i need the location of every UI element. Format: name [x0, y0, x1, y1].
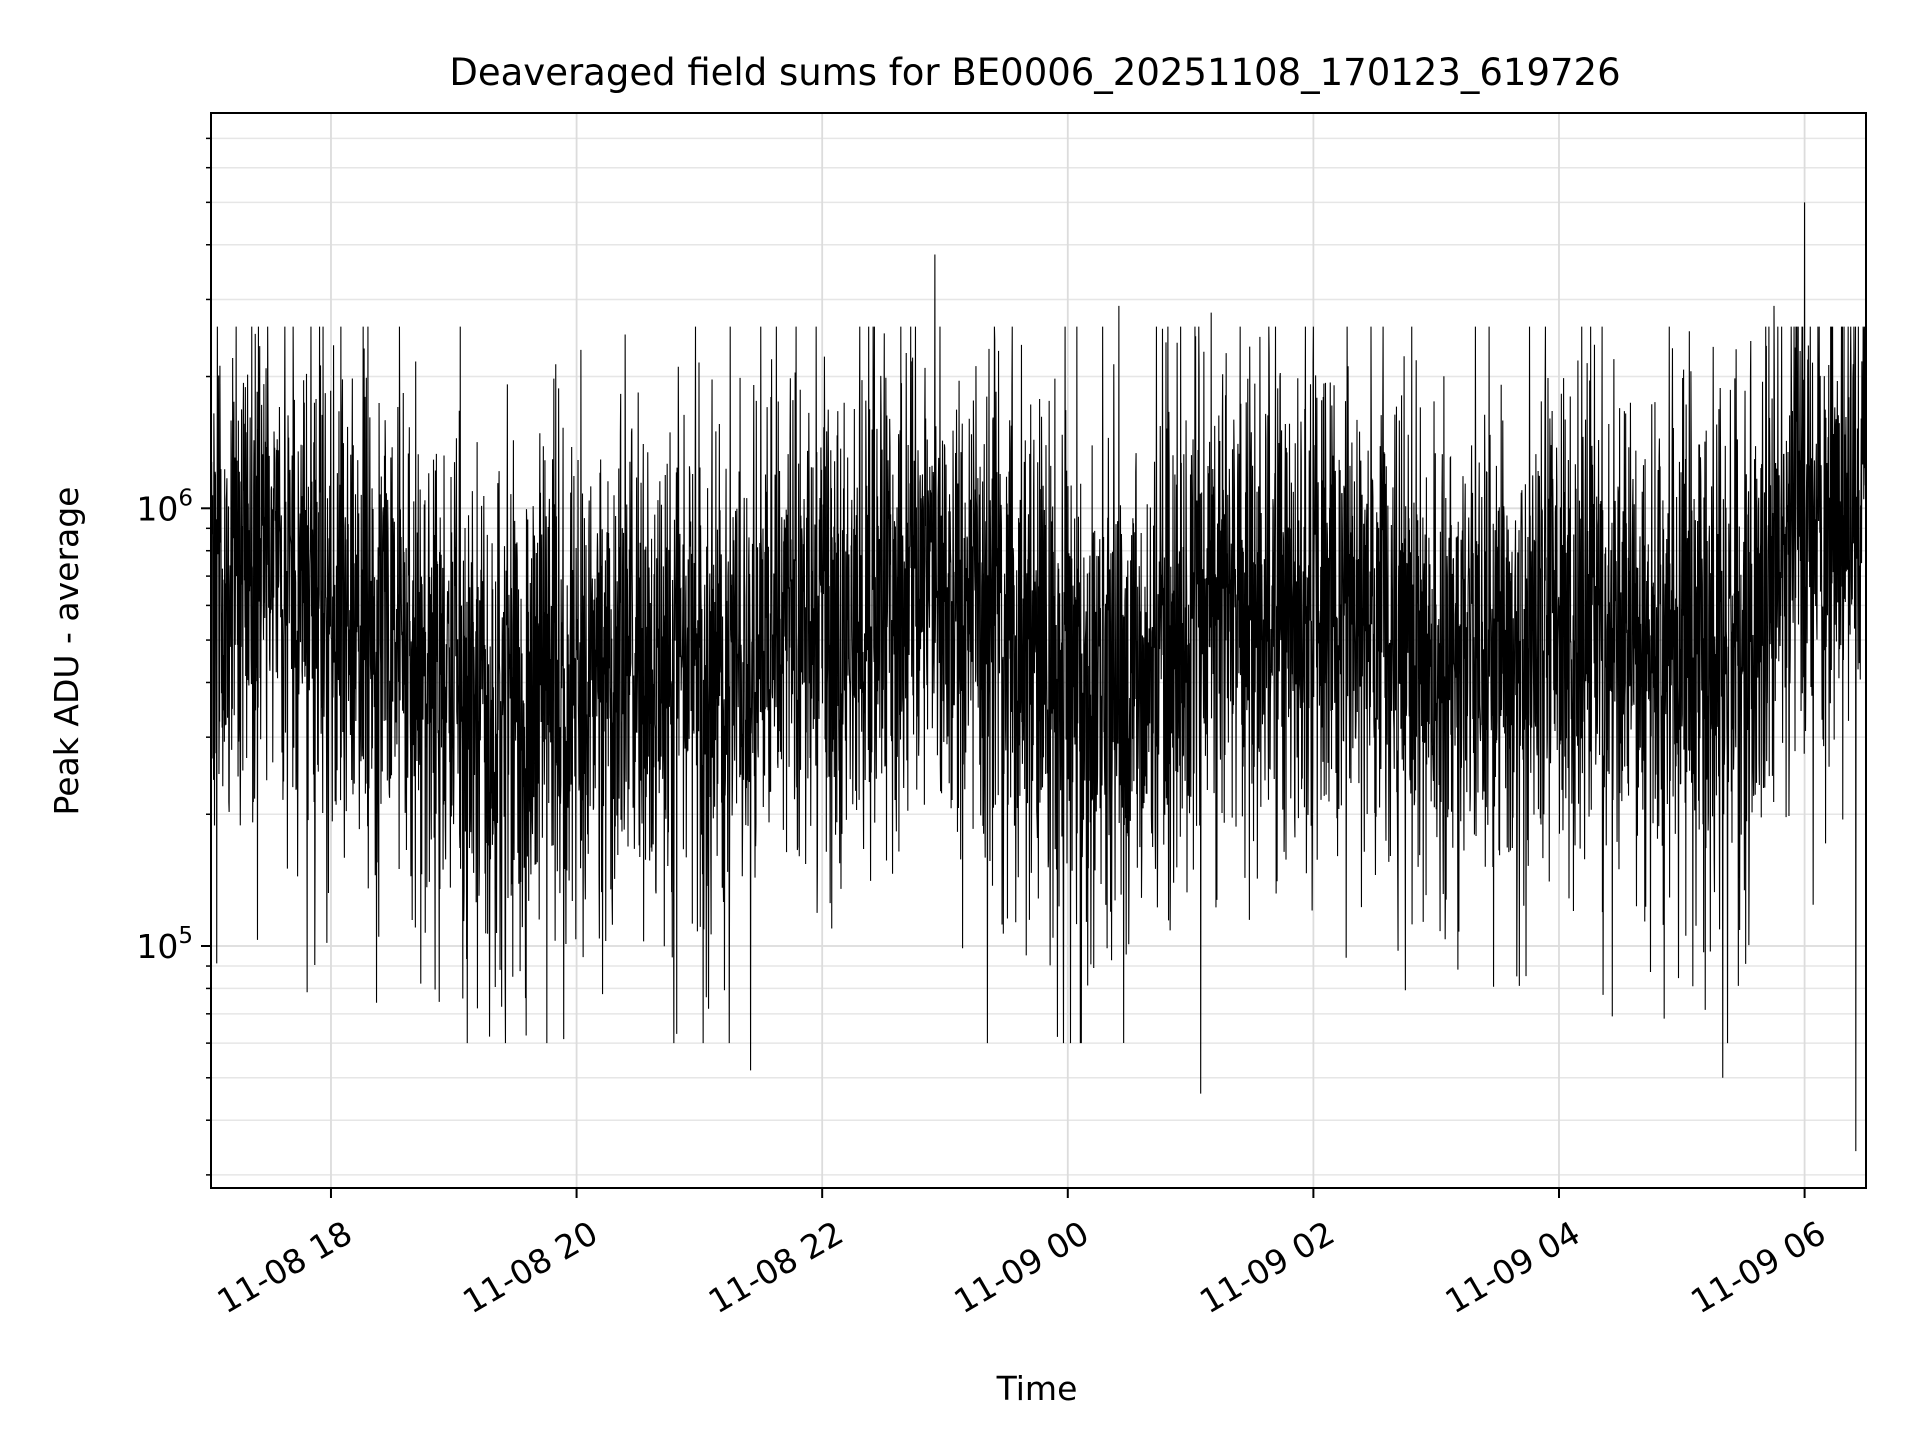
x-tick-label: 11-09 06	[1684, 1213, 1832, 1321]
x-tick-label: 11-08 22	[702, 1213, 850, 1321]
series-line	[210, 202, 1867, 1152]
y-tick-label: 105	[136, 923, 193, 966]
plot-frame	[210, 112, 1867, 1189]
data-layer	[210, 202, 1867, 1152]
x-tick-label: 11-09 02	[1193, 1213, 1341, 1321]
x-tick-label: 11-08 18	[211, 1213, 359, 1321]
chart-title: Deaveraged field sums for BE0006_2025110…	[449, 51, 1620, 94]
y-axis-ticks: 105 106	[136, 137, 211, 1176]
x-tick-label: 11-09 00	[947, 1213, 1095, 1321]
y-tick-label: 106	[136, 485, 193, 528]
x-axis-ticks: 11-08 18 11-08 20 11-08 22 11-09 00 11-09 02…	[211, 1188, 1832, 1321]
y-axis-label: Peak ADU - average	[47, 487, 86, 816]
x-tick-label: 11-08 20	[456, 1213, 604, 1321]
x-axis-label: Time	[996, 1369, 1078, 1408]
x-tick-label: 11-09 04	[1439, 1213, 1587, 1321]
